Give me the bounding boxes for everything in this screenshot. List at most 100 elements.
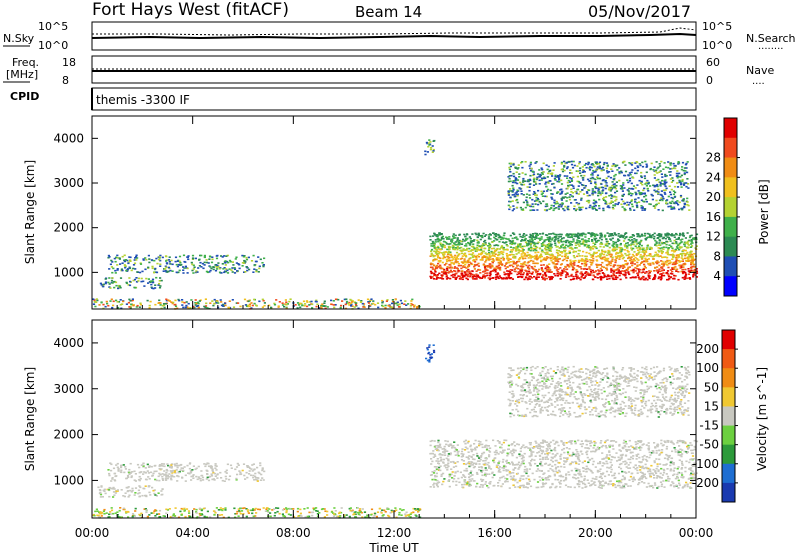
echo-cell-1-0-349 [138,513,141,516]
echo-cell-0-3-388 [635,254,638,256]
echo-cell-0-5-653 [542,190,546,193]
echo-cell-0-3-1780 [541,233,544,235]
echo-cell-0-5-152 [563,169,566,172]
echo-cell-0-5-927 [588,206,591,209]
echo-cell-0-3-97 [645,255,648,257]
echo-cell-0-3-1571 [470,262,473,265]
echo-cell-0-2-101 [211,256,214,258]
echo-cell-0-3-942 [630,247,633,249]
echo-cell-0-0-234 [253,298,256,301]
echo-cell-0-3-1755 [629,277,632,279]
echo-cell-0-3-1611 [693,268,696,271]
echo-cell-0-0-349 [394,302,397,305]
echo-cell-0-1-74 [158,282,161,285]
echo-cell-0-5-301 [545,164,548,166]
echo-cell-0-3-1353 [470,273,473,276]
echo-cell-0-3-1794 [501,253,504,256]
echo-cell-0-5-887 [587,199,590,202]
echo-cell-0-3-1202 [675,270,678,272]
echo-cell-0-3-679 [568,244,571,247]
echo-cell-0-3-2423 [670,245,673,248]
echo-cell-0-3-2520 [552,255,555,257]
echo-cell-0-3-1566 [631,261,634,263]
echo-cell-0-0-255 [204,306,207,309]
echo-cell-0-3-1253 [497,233,500,236]
echo-cell-0-2-284 [216,264,219,267]
echo-cell-0-3-2385 [660,273,663,275]
echo-cell-0-5-133 [596,166,599,168]
echo-cell-1-0-289 [181,508,184,511]
echo-cell-0-3-1660 [615,272,618,274]
echo-cell-0-3-2040 [638,251,641,253]
echo-cell-0-5-296 [542,200,545,203]
echo-cell-0-3-1719 [469,240,472,242]
echo-cell-0-3-1235 [599,267,602,270]
echo-cell-0-0-176 [368,300,371,303]
echo-cell-0-3-1927 [596,272,599,275]
echo-cell-0-3-2581 [694,270,697,273]
echo-cell-0-5-113 [560,188,563,191]
echo-cell-0-3-2312 [682,233,685,235]
echo-cell-0-0-285 [98,304,101,306]
echo-cell-0-3-1252 [446,255,449,258]
echo-cell-0-3-2254 [517,271,520,273]
echo-cell-0-3-715 [454,270,457,272]
echo-cell-0-3-1004 [583,263,586,265]
echo-cell-0-3-309 [590,272,593,274]
echo-cell-1-0-343 [414,508,417,510]
echo-cell-0-0-183 [387,304,390,307]
echo-cell-1-0-191 [332,512,335,514]
echo-cell-0-5-647 [613,186,617,189]
echo-cell-0-3-271 [656,234,659,236]
echo-cell-0-5-975 [595,162,598,164]
echo-cell-0-3-1941 [506,245,509,247]
echo-cell-1-2-70 [110,480,113,482]
echo-cell-0-5-978 [597,177,600,180]
echo-cell-0-3-1088 [690,234,693,237]
echo-cell-0-5-228 [589,180,593,183]
echo-cell-0-3-355 [649,255,652,257]
echo-cell-0-3-824 [442,270,446,273]
echo-cell-0-3-1491 [522,252,525,254]
echo-cell-0-5-982 [602,169,605,171]
echo-cell-0-5-626 [557,208,560,210]
echo-cell-0-3-159 [596,277,599,279]
echo-cell-1-0-97 [332,515,336,517]
echo-cell-0-5-151 [655,169,658,172]
echo-cell-0-3-1074 [561,237,564,240]
echo-cell-0-3-1216 [501,238,504,240]
echo-cell-0-5-815 [668,201,672,204]
echo-cell-1-2-0 [178,464,181,467]
echo-cell-0-3-2390 [677,237,680,239]
echo-cell-0-3-1403 [623,237,626,240]
echo-cell-0-3-1557 [526,244,529,247]
echo-cell-0-3-487 [643,232,647,235]
echo-cell-0-3-2274 [551,261,554,264]
echo-cell-0-3-1897 [621,267,625,269]
echo-cell-0-5-946 [629,192,632,194]
echo-cell-0-3-569 [618,274,621,277]
echo-cell-0-3-2098 [613,269,616,271]
echo-cell-0-3-1741 [618,246,621,249]
echo-cell-0-5-879 [636,204,639,207]
echo-cell-0-3-461 [661,263,664,265]
echo-cell-0-0-161 [334,304,337,306]
echo-cell-0-3-91 [453,266,457,268]
echo-cell-1-0-26 [390,509,393,512]
echo-cell-0-0-194 [95,301,98,303]
echo-cell-0-3-863 [602,246,605,248]
echo-cell-0-5-174 [559,174,562,176]
echo-cell-0-5-183 [555,200,558,203]
echo-cell-0-3-688 [572,260,575,262]
echo-cell-0-3-1515 [580,276,583,279]
echo-cell-0-5-687 [528,204,531,207]
echo-cell-0-3-729 [671,267,674,269]
echo-cell-0-3-2527 [585,268,588,270]
echo-cell-0-0-330 [285,303,288,306]
echo-cell-0-5-417 [553,207,556,210]
echo-cell-0-0-151 [94,305,97,308]
echo-cell-0-3-2060 [516,273,519,276]
echo-cell-0-1-62 [159,277,162,279]
echo-cell-0-3-76 [584,264,588,267]
echo-cell-0-5-9 [548,208,551,210]
